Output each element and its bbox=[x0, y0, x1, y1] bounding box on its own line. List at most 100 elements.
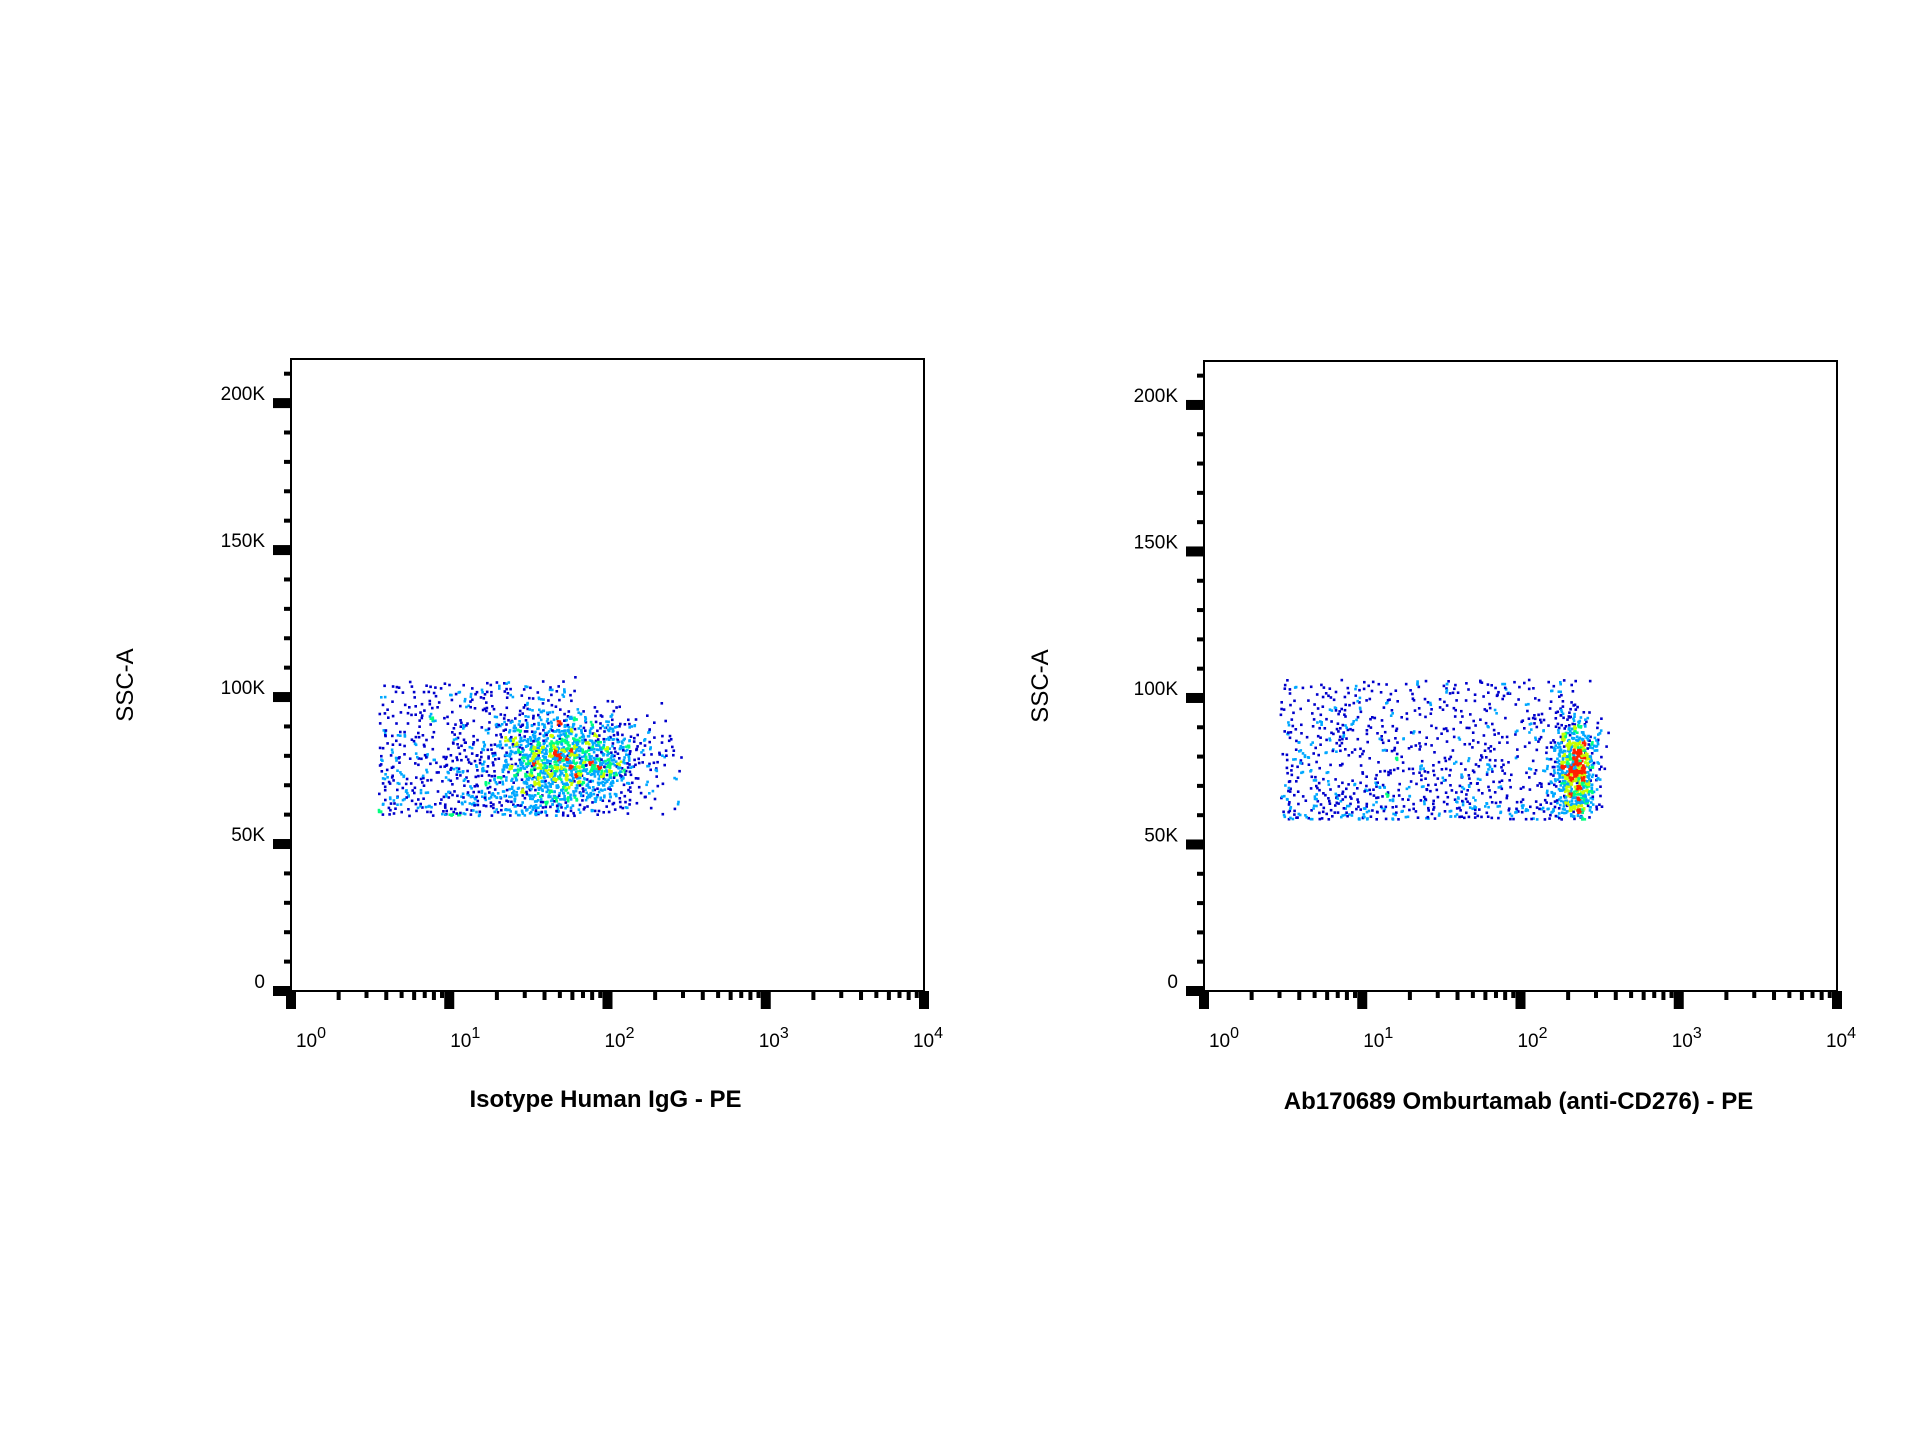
x-major-tick bbox=[1673, 991, 1684, 1009]
data-point bbox=[1580, 804, 1583, 807]
data-point bbox=[542, 734, 545, 737]
data-point bbox=[553, 800, 556, 803]
data-point bbox=[619, 745, 623, 748]
data-point bbox=[537, 742, 540, 746]
data-point bbox=[573, 780, 576, 783]
data-point bbox=[1534, 736, 1537, 740]
data-point bbox=[1287, 721, 1290, 724]
data-point bbox=[1345, 787, 1348, 791]
data-point bbox=[582, 768, 586, 772]
data-point bbox=[1598, 768, 1601, 771]
data-point bbox=[519, 804, 522, 807]
data-point bbox=[1588, 790, 1591, 794]
data-point bbox=[619, 722, 622, 726]
data-point bbox=[1456, 691, 1460, 694]
data-point bbox=[624, 800, 627, 804]
data-point bbox=[466, 791, 470, 794]
data-point bbox=[1569, 747, 1573, 750]
data-point bbox=[1366, 817, 1369, 820]
data-point bbox=[1578, 783, 1581, 786]
data-point bbox=[568, 754, 571, 757]
data-point bbox=[537, 721, 540, 725]
data-point bbox=[1338, 710, 1341, 713]
data-point bbox=[530, 744, 534, 748]
data-point bbox=[1436, 795, 1440, 799]
data-point bbox=[1575, 769, 1579, 772]
x-tick-base: 10 bbox=[1826, 1031, 1847, 1052]
data-point bbox=[559, 765, 563, 768]
data-point bbox=[1442, 727, 1446, 731]
data-point bbox=[1535, 806, 1539, 809]
data-point bbox=[381, 782, 385, 785]
data-point bbox=[1532, 687, 1535, 690]
data-point bbox=[1547, 724, 1550, 727]
data-point bbox=[1426, 701, 1430, 704]
data-point bbox=[1577, 801, 1581, 804]
data-point bbox=[1537, 698, 1541, 702]
data-point bbox=[1490, 801, 1494, 804]
data-point bbox=[1568, 776, 1572, 779]
data-point bbox=[576, 755, 579, 759]
data-point bbox=[607, 787, 610, 790]
data-point bbox=[628, 726, 631, 729]
data-point bbox=[1467, 688, 1470, 691]
data-point bbox=[380, 696, 383, 699]
data-point bbox=[421, 774, 425, 778]
data-point bbox=[506, 692, 510, 695]
data-point bbox=[1563, 738, 1566, 741]
data-point bbox=[1588, 711, 1591, 714]
data-point bbox=[555, 809, 558, 813]
data-point bbox=[508, 729, 512, 732]
data-point bbox=[1461, 715, 1464, 718]
data-point bbox=[414, 752, 418, 755]
data-point bbox=[1394, 813, 1397, 817]
data-point bbox=[551, 802, 554, 806]
data-point bbox=[574, 787, 578, 790]
data-point bbox=[1568, 800, 1571, 804]
data-point bbox=[621, 733, 624, 737]
data-point bbox=[616, 752, 620, 755]
data-point bbox=[383, 712, 387, 715]
data-point bbox=[1321, 695, 1325, 699]
data-point bbox=[601, 724, 604, 728]
data-point bbox=[481, 691, 484, 694]
data-point bbox=[553, 730, 556, 733]
y-major-tick bbox=[1186, 546, 1204, 557]
data-point bbox=[613, 747, 616, 750]
x-minor-tick bbox=[716, 991, 721, 998]
data-point bbox=[378, 792, 381, 796]
data-point bbox=[1560, 764, 1564, 768]
data-point bbox=[1429, 703, 1433, 707]
data-point bbox=[1321, 705, 1325, 708]
data-point bbox=[1297, 741, 1301, 744]
x-tick-exponent: 3 bbox=[1693, 1025, 1702, 1042]
data-point bbox=[621, 749, 625, 752]
data-point bbox=[1445, 691, 1448, 694]
data-point bbox=[573, 814, 576, 818]
data-point bbox=[1311, 725, 1315, 728]
data-point bbox=[614, 760, 618, 763]
data-point bbox=[1301, 752, 1305, 755]
data-point bbox=[1292, 711, 1295, 715]
data-point bbox=[654, 768, 658, 772]
data-point bbox=[1280, 795, 1284, 798]
data-point bbox=[535, 800, 538, 803]
data-point bbox=[564, 734, 567, 737]
data-point bbox=[1315, 797, 1318, 801]
data-point bbox=[647, 764, 651, 768]
data-point bbox=[628, 752, 632, 756]
data-point bbox=[1358, 755, 1362, 758]
x-minor-tick bbox=[1669, 991, 1674, 998]
data-point bbox=[536, 766, 540, 770]
data-point bbox=[1389, 714, 1393, 717]
data-point bbox=[1524, 809, 1528, 813]
y-minor-tick bbox=[284, 459, 291, 464]
data-point bbox=[1455, 807, 1459, 810]
data-point bbox=[502, 765, 506, 769]
data-point bbox=[464, 755, 468, 759]
data-point bbox=[643, 739, 646, 742]
data-point bbox=[534, 812, 537, 815]
data-point bbox=[1363, 790, 1366, 793]
data-point bbox=[556, 767, 560, 771]
data-point bbox=[553, 774, 557, 777]
